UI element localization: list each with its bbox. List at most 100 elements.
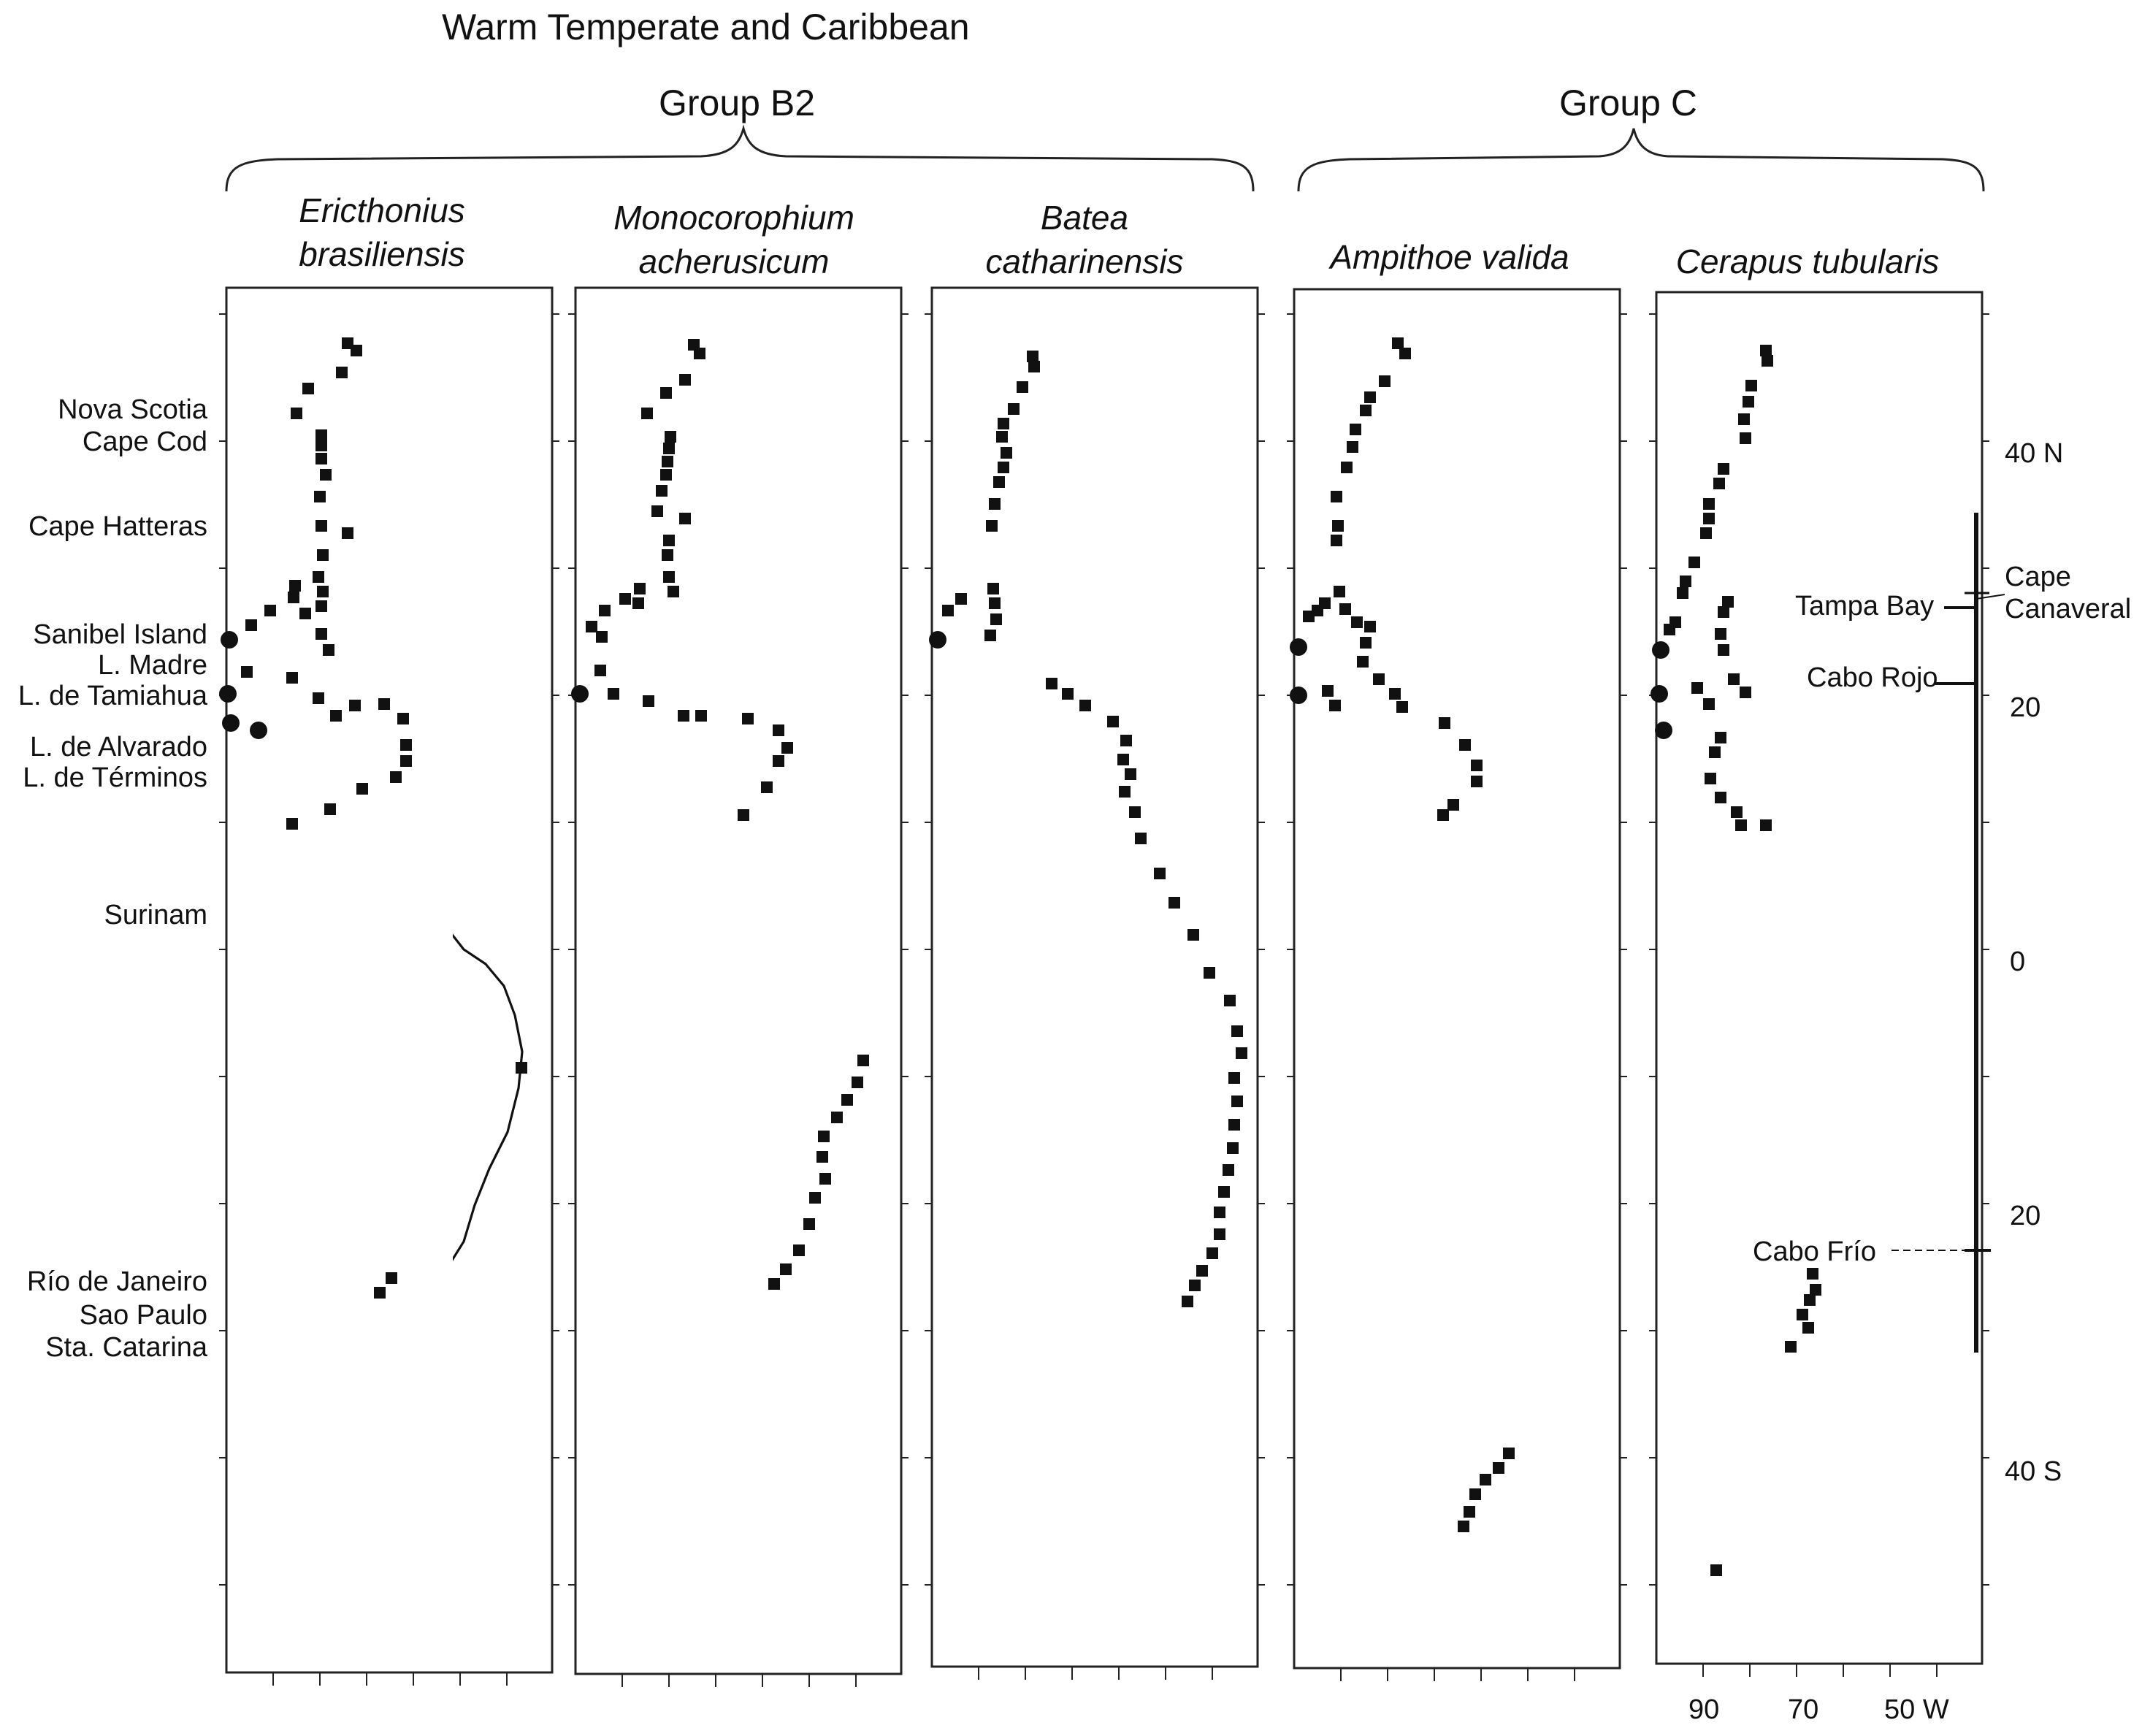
record-square xyxy=(291,408,302,419)
record-square xyxy=(323,644,334,656)
record-square xyxy=(342,527,353,539)
coastline-east xyxy=(939,285,1228,1669)
record-square xyxy=(694,348,705,359)
species-name-1: Ericthonius brasiliensis xyxy=(218,188,546,276)
record-square xyxy=(989,597,1001,609)
record-square xyxy=(742,713,754,724)
map-panel-4 xyxy=(1287,288,1627,1681)
record-square xyxy=(1223,1164,1234,1176)
record-square xyxy=(651,505,663,517)
record-square xyxy=(1231,1095,1243,1107)
record-square xyxy=(816,1151,828,1163)
record-square xyxy=(1703,698,1715,710)
species-name-2: Monocorophium acherusicum xyxy=(570,196,898,283)
record-square xyxy=(317,549,329,561)
label-l-tamiahua: L. de Tamiahua xyxy=(18,681,207,711)
record-square xyxy=(315,520,327,532)
record-square xyxy=(1700,527,1712,539)
record-square xyxy=(781,742,793,754)
record-square xyxy=(516,1062,527,1074)
record-square xyxy=(400,755,412,767)
coastline-group xyxy=(453,933,524,1262)
cuba-outline xyxy=(678,670,767,700)
record-square xyxy=(1120,735,1132,746)
record-square xyxy=(400,739,412,751)
record-square xyxy=(1008,403,1020,415)
record-square xyxy=(990,613,1002,625)
species-name-5: Cerapus tubularis xyxy=(1675,242,1940,280)
record-square xyxy=(313,692,324,704)
record-square xyxy=(1001,447,1012,459)
record-circle xyxy=(1655,722,1672,739)
record-square xyxy=(1802,1322,1814,1334)
record-square xyxy=(662,456,673,467)
record-square xyxy=(634,583,646,594)
record-square xyxy=(1334,586,1345,597)
record-square xyxy=(1332,520,1344,532)
range-bar xyxy=(1892,513,2005,1353)
record-square xyxy=(1728,673,1740,685)
species-name-3-line2: catharinensis xyxy=(985,242,1184,280)
record-square xyxy=(679,513,691,524)
species-name-4: Ampithoe valida xyxy=(1330,238,1569,276)
record-square xyxy=(1471,760,1483,771)
record-square xyxy=(1360,405,1372,416)
label-tampa-bay: Tampa Bay xyxy=(1795,591,1935,622)
record-square xyxy=(1062,688,1074,700)
record-square xyxy=(738,809,749,821)
record-square xyxy=(1745,380,1757,391)
record-square xyxy=(773,724,784,736)
record-square xyxy=(1224,995,1236,1006)
record-square xyxy=(1322,685,1334,697)
record-square xyxy=(1807,1268,1818,1280)
island-outline xyxy=(649,678,662,691)
record-square xyxy=(998,418,1009,429)
record-square xyxy=(1182,1296,1193,1307)
record-square xyxy=(1347,441,1358,453)
record-square xyxy=(586,621,597,632)
record-square xyxy=(1046,678,1057,689)
falkland-islands xyxy=(749,1620,770,1632)
record-square xyxy=(289,580,301,592)
species-name-2-line1: Monocorophium xyxy=(613,199,854,237)
record-square xyxy=(1459,739,1471,751)
record-square xyxy=(390,771,402,783)
label-l-terminos: L. de Términos xyxy=(23,762,207,793)
panels-layer xyxy=(219,285,1989,1687)
record-circle xyxy=(571,685,589,703)
florida-peninsula xyxy=(1802,577,1832,643)
label-cape-canaveral-line1: Cape xyxy=(2005,562,2071,592)
group-b2-brace xyxy=(225,124,1255,192)
lat-label-40n: 40 N xyxy=(2005,438,2064,469)
record-square xyxy=(663,535,675,546)
map-panel-2 xyxy=(568,285,909,1687)
coastline-group xyxy=(1664,285,1952,1669)
record-square xyxy=(386,1272,397,1284)
record-square xyxy=(1718,606,1729,618)
label-nova-scotia: Nova Scotia xyxy=(58,394,207,425)
record-square xyxy=(809,1192,821,1204)
record-square xyxy=(663,443,675,454)
island-outline xyxy=(1005,678,1018,691)
record-square xyxy=(1119,786,1131,798)
record-square xyxy=(288,592,299,603)
record-square xyxy=(984,630,996,641)
record-square xyxy=(663,571,675,583)
record-square xyxy=(662,549,673,561)
record-square xyxy=(803,1218,815,1230)
falkland-islands xyxy=(1830,1620,1851,1632)
coastline-east xyxy=(583,285,871,1669)
group-c-title: Group C xyxy=(1559,83,1697,123)
record-square xyxy=(1331,535,1342,546)
record-square xyxy=(1715,732,1726,743)
record-square xyxy=(998,462,1009,473)
record-square xyxy=(1503,1448,1515,1459)
record-square xyxy=(643,695,654,707)
record-square xyxy=(831,1112,843,1123)
record-square xyxy=(1760,819,1772,831)
record-square xyxy=(320,469,332,481)
species-name-1-line1: Ericthonius xyxy=(299,191,465,229)
lat-label-40s: 40 S xyxy=(2005,1456,2062,1487)
record-square xyxy=(780,1263,792,1275)
record-square xyxy=(1364,621,1376,632)
